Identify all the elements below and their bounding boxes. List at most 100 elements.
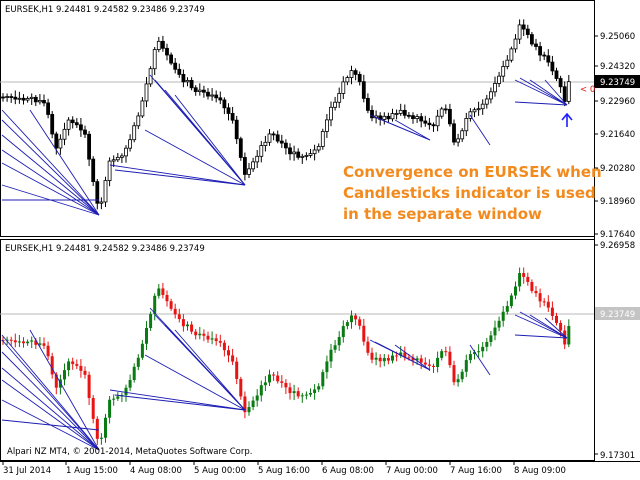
candle-body — [419, 116, 424, 122]
candle-body — [169, 301, 173, 309]
candle-body — [243, 396, 247, 413]
convergence-line — [164, 324, 246, 411]
candle-body — [275, 134, 280, 142]
main-price-scale[interactable]: 9.25060 9.24320 9.23749 9.22960 9.21640 … — [594, 32, 640, 240]
candle-body — [452, 365, 456, 383]
candle-body — [177, 314, 181, 320]
convergence-line — [1, 334, 100, 451]
candle-body — [521, 24, 526, 30]
candle-body — [251, 161, 256, 170]
upper-candlesticks — [1, 19, 571, 210]
candle-body — [501, 311, 505, 321]
candle-body — [124, 387, 128, 396]
candle-body — [501, 66, 506, 77]
candle-body — [526, 276, 530, 282]
candle-body — [386, 358, 390, 361]
candle-body — [443, 108, 448, 111]
candle-body — [304, 394, 308, 396]
candle-body — [300, 155, 305, 158]
candle-body — [214, 94, 219, 99]
convergence-line — [144, 354, 246, 411]
candle-body — [345, 77, 350, 83]
candle-body — [464, 360, 468, 372]
time-tick: 7 Aug 00:00 — [386, 466, 438, 476]
convergence-line — [174, 329, 246, 411]
candle-body — [505, 59, 510, 67]
candle-body — [29, 96, 34, 99]
candle-body — [427, 122, 432, 126]
candle-body — [280, 381, 284, 383]
candle-body — [70, 119, 75, 124]
candle-body — [9, 96, 14, 98]
candle-body — [140, 100, 145, 117]
indicator-subwindow-panel[interactable] — [0, 239, 595, 461]
candle-body — [214, 338, 218, 342]
candle-body — [530, 34, 534, 45]
candle-body — [325, 361, 329, 373]
candle-body — [276, 375, 280, 382]
candle-body — [247, 407, 251, 413]
subwindow-price-label: 9.23749 — [600, 310, 635, 320]
candle-body — [484, 98, 489, 105]
candle-body — [227, 350, 230, 356]
candle-body — [399, 352, 403, 356]
candle-body — [415, 358, 419, 361]
candle-body — [567, 326, 571, 345]
convergence-line — [144, 129, 246, 186]
convergence-line — [1, 339, 100, 451]
candle-body — [124, 147, 128, 157]
candle-body — [435, 115, 440, 127]
time-tick: 5 Aug 00:00 — [194, 466, 246, 476]
candle-body — [407, 357, 411, 359]
candle-body — [329, 106, 333, 121]
candle-body — [115, 156, 120, 161]
candle-body — [538, 293, 542, 302]
lower-convergence-lines — [1, 307, 568, 451]
candle-body — [288, 147, 292, 155]
candle-body — [361, 81, 366, 99]
candle-body — [558, 78, 563, 88]
candle-body — [153, 295, 157, 314]
candle-body — [54, 374, 58, 388]
candle-body — [17, 97, 22, 100]
candle-body — [144, 83, 149, 102]
candle-body — [554, 70, 559, 79]
candle-body — [17, 341, 21, 343]
candle-body — [456, 379, 460, 383]
convergence-line — [114, 169, 246, 186]
main-chart-panel[interactable] — [0, 0, 595, 237]
time-scale[interactable]: 31 Jul 2014 1 Aug 15:00 4 Aug 08:00 5 Au… — [2, 461, 566, 476]
candle-body — [488, 91, 493, 100]
candle-body — [54, 133, 59, 149]
convergence-line — [374, 341, 431, 371]
candle-body — [538, 46, 542, 56]
candle-body — [9, 339, 13, 341]
convergence-line — [114, 394, 246, 411]
candle-body — [444, 351, 448, 353]
candle-body — [432, 365, 435, 367]
candle-body — [255, 395, 259, 401]
candle-body — [427, 364, 431, 366]
candle-body — [149, 313, 153, 328]
main-symbol-info: EURSEK,H1 9.24481 9.24582 9.23486 9.2374… — [5, 5, 205, 15]
candle-body — [136, 115, 141, 127]
convergence-line — [394, 119, 431, 141]
subwindow-price-scale[interactable]: 9.26958 9.23749 9.17301 — [594, 241, 640, 461]
candle-body — [279, 140, 284, 144]
price-tick: 9.17301 — [600, 451, 635, 461]
candle-body — [447, 108, 452, 125]
candle-body — [530, 281, 534, 292]
candle-body — [157, 288, 161, 296]
price-tick: 9.18960 — [600, 197, 635, 207]
candle-body — [145, 327, 148, 344]
candle-body — [489, 335, 493, 342]
candle-body — [239, 378, 243, 397]
candle-body — [423, 120, 428, 124]
convergence-line — [29, 329, 100, 451]
convergence-line — [529, 314, 568, 339]
time-tick: 8 Aug 09:00 — [514, 466, 566, 476]
candle-body — [5, 96, 9, 98]
candle-body — [1, 96, 5, 99]
candle-body — [284, 382, 288, 388]
